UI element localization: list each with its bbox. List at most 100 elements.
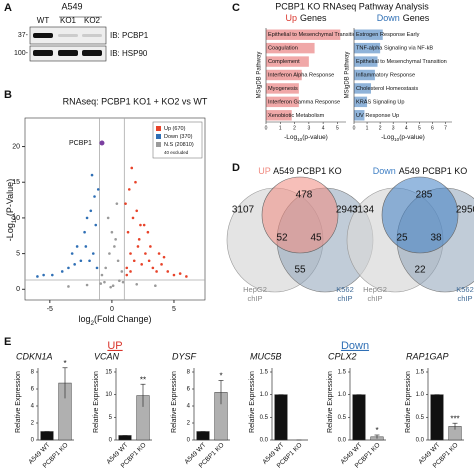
significance: * (63, 359, 66, 368)
point (88, 259, 91, 263)
bar (354, 96, 368, 108)
point (110, 230, 114, 234)
category-label: Epithelial to Mesenchymal Transition (268, 32, 359, 38)
venn-title: Down A549 PCBP1 KO (373, 166, 468, 176)
y-tick-label: 10 (105, 392, 112, 398)
blot-band (33, 50, 53, 56)
legend-swatch (156, 126, 161, 131)
y-tick-label: 5 (109, 415, 113, 421)
y-tick-label: 2 (187, 421, 191, 427)
bar (352, 394, 366, 441)
point (96, 188, 100, 191)
venn-count: 285 (416, 190, 433, 201)
point (75, 245, 79, 248)
point (100, 273, 104, 277)
gene-title: CPLX2 (328, 351, 357, 361)
venn-set-label: HepG2 (363, 285, 387, 294)
y-tick-label: 4 (187, 404, 191, 410)
y-axis-label: Relative Expression (93, 371, 100, 433)
x-tick-label: 7 (444, 125, 447, 131)
category-label: Complement (268, 59, 300, 65)
venn-set (261, 176, 339, 254)
category-label: Cholesterol Homeostasis (356, 86, 418, 92)
y-tick-label: 0 (109, 438, 113, 444)
venn-set-label: chIP (337, 294, 352, 303)
bar (266, 42, 315, 54)
section-label: Down (341, 340, 369, 352)
cell-line: A549 (61, 1, 82, 11)
y-tick-label: 1.0 (338, 392, 347, 398)
y-tick-label: 0.5 (260, 415, 269, 421)
y-tick-label: 0.0 (260, 438, 269, 444)
point (91, 252, 95, 255)
venn-set-label: chIP (367, 294, 382, 303)
point (127, 188, 131, 191)
venn-count: 2943 (336, 205, 359, 216)
y-tick-label: 1.0 (416, 392, 425, 398)
point (139, 223, 142, 227)
venn-count: 25 (396, 233, 408, 244)
legend-label: Up (670) (164, 126, 186, 132)
title-part: Genes (403, 13, 430, 23)
point (79, 259, 83, 263)
gene-title: RAP1GAP (406, 351, 449, 361)
y-tick-label: 0 (16, 286, 20, 293)
legend-swatch (156, 142, 161, 147)
category-label: Estrogen Response Early (356, 32, 420, 38)
y-tick-label: 0.0 (338, 438, 347, 444)
point (146, 230, 150, 234)
point (136, 245, 140, 248)
y-tick-label: 10 (12, 215, 20, 222)
legend-label: Down (370) (164, 134, 193, 140)
category-label: Interferon Gamma Response (268, 99, 340, 105)
point (162, 255, 166, 259)
point (85, 216, 89, 220)
point (116, 259, 120, 263)
y-tick-label: 15 (12, 179, 20, 186)
y-tick-label: 0.5 (338, 415, 347, 421)
point (85, 283, 89, 287)
point (155, 270, 158, 273)
section-label: UP (107, 340, 122, 352)
venn-count: 2950 (456, 205, 474, 216)
axis-label-part: 10 (11, 216, 18, 224)
point (135, 209, 139, 213)
significance: * (219, 372, 222, 381)
point (147, 259, 151, 263)
point (36, 275, 39, 278)
point (84, 245, 88, 248)
category-label: Coagulation (268, 46, 298, 52)
highlight-point (99, 140, 105, 146)
y-axis-label: Relative Expression (249, 371, 256, 433)
y-tick-label: 5 (16, 250, 20, 257)
point (129, 252, 132, 255)
venn-set-label: chIP (457, 294, 472, 303)
y-tick-label: 8 (187, 370, 191, 376)
point (125, 273, 129, 277)
panel-letter: D (232, 162, 240, 174)
panel-letter: B (4, 89, 12, 101)
bar (354, 83, 371, 94)
point (108, 252, 111, 255)
significance: * (375, 426, 378, 435)
blot-band (58, 34, 78, 37)
point (131, 216, 135, 220)
legend-label: N.S (20810) (164, 142, 194, 148)
venn-count: 38 (430, 233, 442, 244)
category-label: UV Response Up (356, 113, 399, 119)
x-tick-label: 2 (293, 125, 296, 131)
point (125, 266, 129, 270)
point (60, 270, 64, 273)
y-tick-label: 0 (31, 438, 35, 444)
bar (266, 110, 292, 121)
point (67, 285, 70, 288)
axis-label-part: (Fold Change) (94, 314, 152, 324)
lane-label: KO1 (60, 16, 77, 25)
point (142, 223, 146, 227)
x-tick-label: 5 (418, 125, 421, 131)
point (121, 280, 125, 284)
point (126, 230, 130, 234)
bar (266, 69, 302, 81)
chart-title: Down Genes (377, 13, 430, 23)
probe: IB: PCBP1 (110, 31, 149, 40)
